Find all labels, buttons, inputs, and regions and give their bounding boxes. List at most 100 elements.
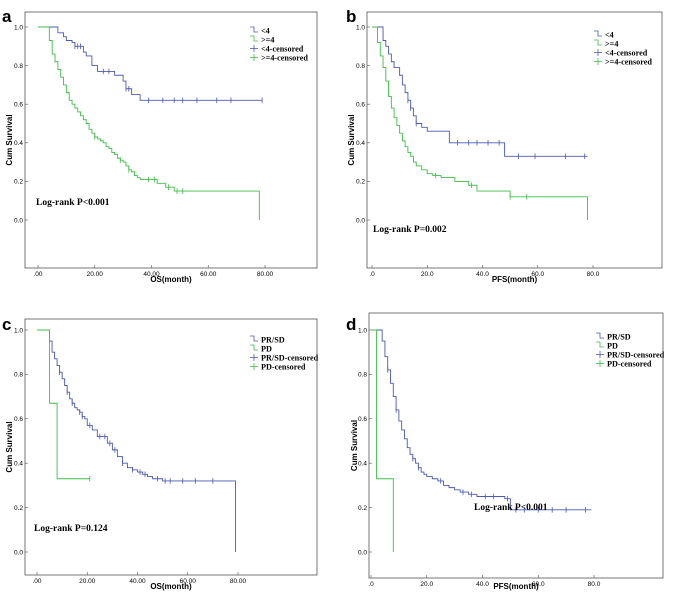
y-tick-label: 1.0 bbox=[358, 327, 367, 334]
logrank-annotation: Log-rank P<0.001 bbox=[36, 198, 110, 208]
y-tick-label: 0.0 bbox=[358, 549, 367, 556]
y-tick-label: 0.4 bbox=[14, 140, 23, 147]
y-axis-title: Cum Survival bbox=[5, 114, 14, 165]
x-tick-label: 80.0 bbox=[588, 581, 601, 588]
legend-label: PD-censored bbox=[607, 360, 652, 369]
legend-label: >=4-censored bbox=[261, 54, 308, 63]
legend-swatch bbox=[594, 39, 602, 46]
plot-frame bbox=[368, 312, 664, 579]
legend-swatch bbox=[250, 335, 258, 342]
legend-label: PD-censored bbox=[261, 363, 306, 372]
legend: <4>=4<4-censored>=4-censored bbox=[594, 31, 652, 67]
legend-swatch bbox=[596, 341, 604, 348]
y-axis-title: Cum Survival bbox=[347, 114, 356, 165]
km-curve-PRSD-0 bbox=[371, 329, 592, 511]
legend-label: <4 bbox=[605, 31, 614, 40]
y-tick-label: 1.0 bbox=[356, 24, 365, 31]
x-tick-label: .0 bbox=[368, 581, 374, 588]
x-tick-label: 40.00 bbox=[129, 578, 146, 585]
x-tick-label: 40.0 bbox=[476, 271, 489, 278]
panel-a: a 0.0 0.2 0.4 0.6 0.8 1.0 .00 20.00 40.00 60.00 80.… bbox=[2, 7, 318, 284]
km-curve-PD-1 bbox=[37, 329, 90, 480]
km-curve-PRSD-0 bbox=[37, 329, 236, 552]
x-tick-label: 60.0 bbox=[532, 581, 545, 588]
x-axis-title: PFS(month) bbox=[492, 275, 538, 284]
legend-label: >=4-censored bbox=[605, 58, 652, 67]
legend-label: PR/SD bbox=[261, 336, 285, 345]
x-tick-label: 60.00 bbox=[180, 578, 197, 585]
panel-label: c bbox=[2, 315, 11, 334]
x-tick-label: .00 bbox=[33, 271, 42, 278]
legend-swatch bbox=[250, 26, 258, 33]
legend-label: PR/SD-censored bbox=[261, 354, 319, 363]
x-tick-label: .00 bbox=[32, 578, 41, 585]
y-tick-label: 0.8 bbox=[14, 63, 23, 70]
km-curve-4-0 bbox=[372, 26, 588, 157]
x-tick-label: 80.0 bbox=[587, 271, 600, 278]
km-curve-4-1 bbox=[38, 26, 260, 220]
y-tick-label: 0.8 bbox=[14, 372, 23, 379]
panel-label: a bbox=[2, 7, 12, 26]
legend-label: <4-censored bbox=[605, 49, 648, 58]
y-tick-label: 0.2 bbox=[14, 179, 23, 186]
x-tick-label: 80.00 bbox=[257, 271, 274, 278]
y-tick-label: 1.0 bbox=[14, 327, 23, 334]
km-curve-PD-1 bbox=[371, 329, 394, 552]
legend-swatch bbox=[250, 344, 258, 351]
panel-d: d 0.0 0.2 0.4 0.6 0.8 1.0 .0 20.0 40.0 60.0 80.0 PFS… bbox=[346, 312, 665, 591]
legend-label: PD bbox=[261, 345, 272, 354]
panel-label: d bbox=[346, 315, 356, 334]
y-tick-label: 0.2 bbox=[358, 505, 367, 512]
x-axis-title: PFS(month) bbox=[493, 582, 539, 591]
x-tick-label: .0 bbox=[369, 271, 375, 278]
x-axis-title: OS(month) bbox=[150, 582, 192, 591]
y-tick-label: 0.6 bbox=[358, 416, 367, 423]
y-tick-label: 0.0 bbox=[14, 549, 23, 556]
y-tick-label: 0.4 bbox=[358, 461, 367, 468]
legend-label: PR/SD-censored bbox=[607, 351, 665, 360]
y-tick-label: 0.6 bbox=[356, 102, 365, 109]
x-tick-label: 20.00 bbox=[87, 271, 104, 278]
y-tick-label: 0.8 bbox=[358, 372, 367, 379]
x-tick-label: 40.00 bbox=[143, 271, 160, 278]
x-tick-label: 60.00 bbox=[200, 271, 217, 278]
legend-swatch bbox=[594, 30, 602, 37]
y-axis-title: Cum Survival bbox=[350, 420, 359, 471]
legend-label: PR/SD bbox=[607, 333, 631, 342]
x-tick-label: 20.00 bbox=[79, 578, 96, 585]
panel-c: c 0.0 0.2 0.4 0.6 0.8 1.0 .00 20.00 40.00 60.00 80.… bbox=[2, 315, 319, 591]
y-tick-label: 0.8 bbox=[356, 63, 365, 70]
y-tick-label: 0.0 bbox=[14, 217, 23, 224]
legend-swatch bbox=[596, 332, 604, 339]
logrank-annotation: Log-rank P<0.001 bbox=[474, 503, 548, 513]
y-axis-title: Cum Survival bbox=[5, 421, 14, 472]
panel-label: b bbox=[346, 7, 356, 26]
legend-label: >=4 bbox=[261, 36, 274, 45]
y-tick-label: 0.6 bbox=[14, 416, 23, 423]
y-tick-label: 0.4 bbox=[14, 461, 23, 468]
x-axis-title: OS(month) bbox=[150, 275, 192, 284]
panel-b: b 0.0 0.2 0.4 0.6 0.8 1.0 .0 20.0 40.0 60.0 80.0 PFS… bbox=[346, 7, 663, 284]
legend-label: <4-censored bbox=[261, 45, 304, 54]
y-tick-label: 0.4 bbox=[356, 140, 365, 147]
x-tick-label: 20.0 bbox=[420, 581, 433, 588]
legend-label: <4 bbox=[261, 27, 270, 36]
x-tick-label: 20.0 bbox=[421, 271, 434, 278]
y-tick-label: 0.2 bbox=[14, 505, 23, 512]
plot-frame bbox=[366, 11, 663, 269]
x-tick-label: 40.0 bbox=[476, 581, 489, 588]
legend-label: PD bbox=[607, 342, 618, 351]
y-tick-label: 1.0 bbox=[14, 24, 23, 31]
y-tick-label: 0.2 bbox=[356, 179, 365, 186]
logrank-annotation: Log-rank P=0.124 bbox=[34, 524, 108, 534]
y-tick-label: 0.0 bbox=[356, 217, 365, 224]
plot-frame bbox=[24, 318, 318, 576]
km-curve-4-0 bbox=[38, 26, 263, 101]
km-curve-4-1 bbox=[372, 26, 588, 220]
legend-swatch bbox=[250, 35, 258, 42]
plot-frame bbox=[24, 11, 318, 269]
